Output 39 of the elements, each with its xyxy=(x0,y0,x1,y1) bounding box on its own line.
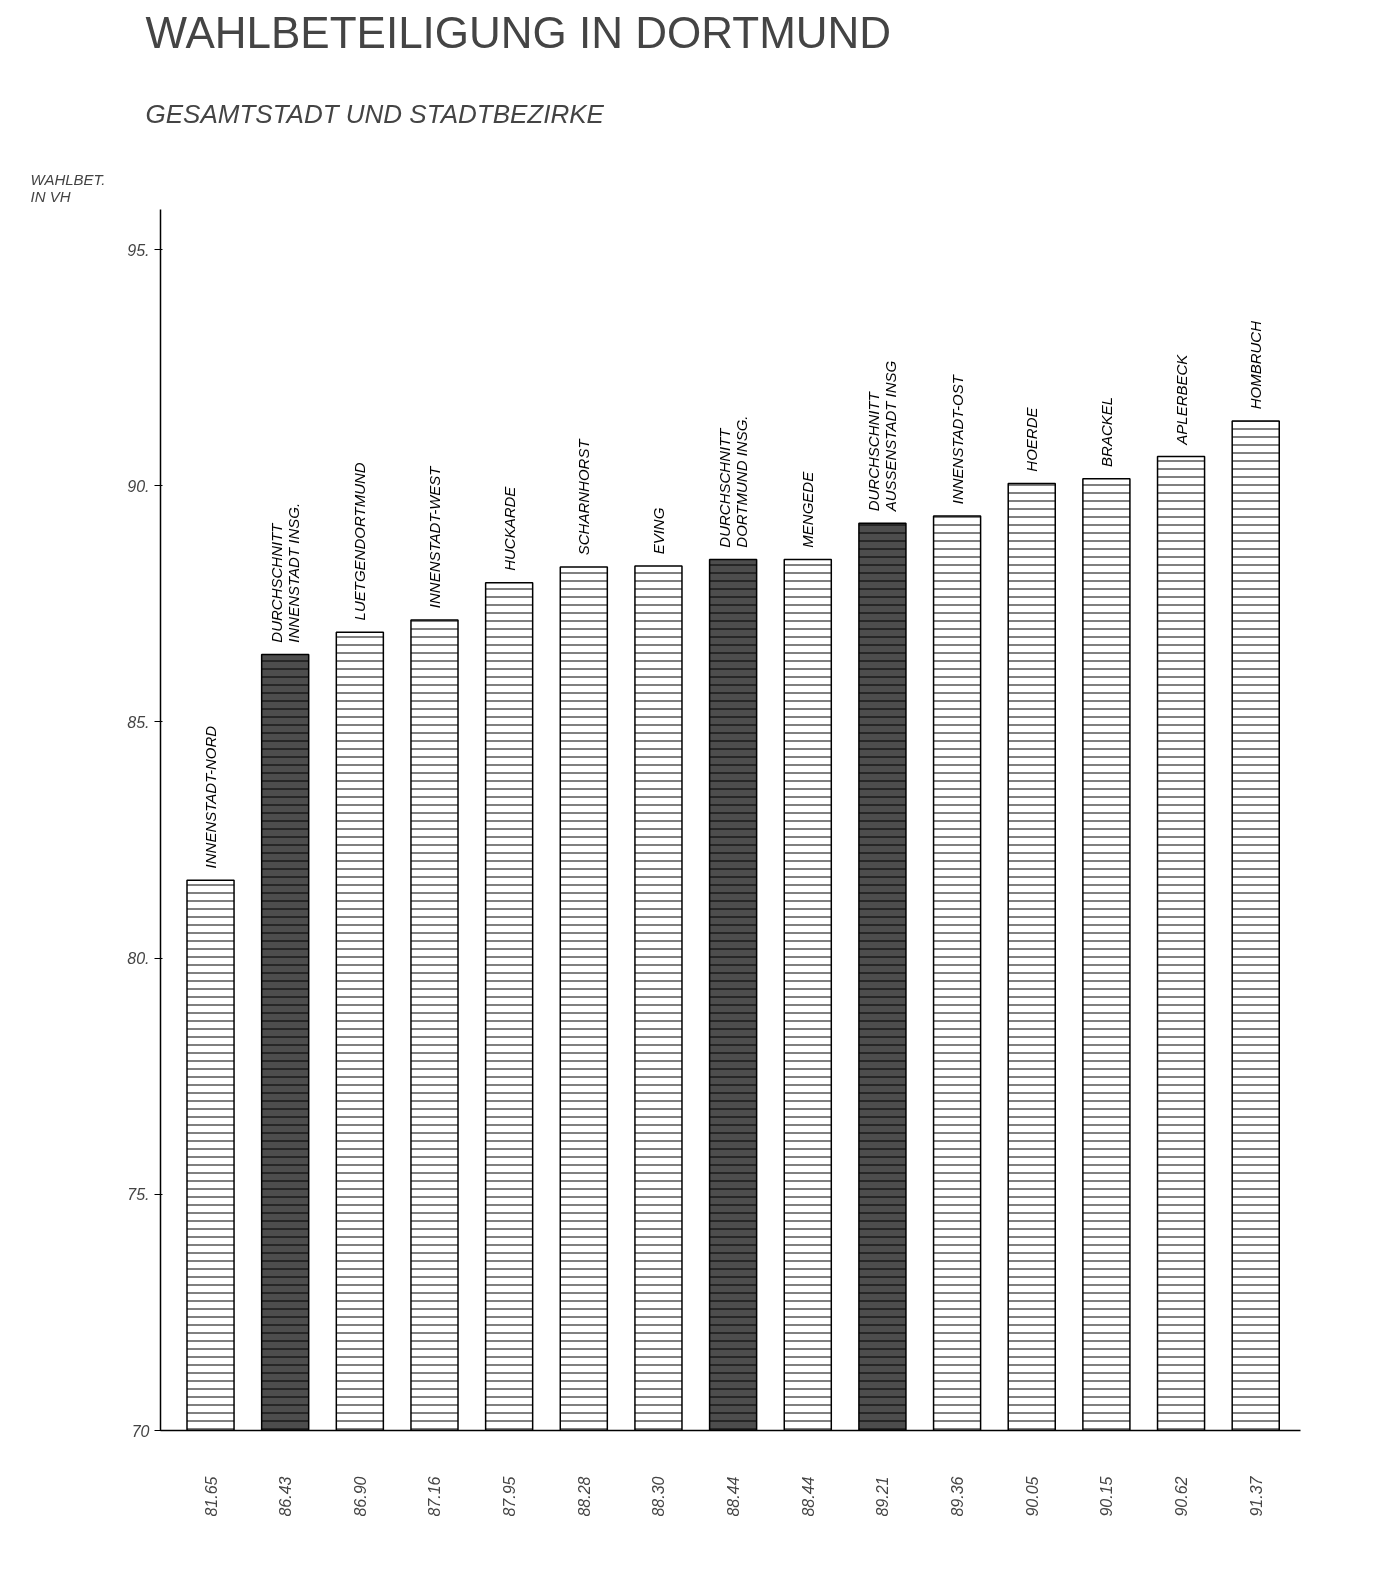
data-label: 86.90 xyxy=(351,1476,369,1517)
y-tick-label: 90. xyxy=(127,477,150,495)
data-label: 88.30 xyxy=(650,1476,668,1517)
data-label: 88.28 xyxy=(575,1476,593,1517)
chart-title: WAHLBETEILIGUNG IN DORTMUND xyxy=(145,7,892,57)
y-tick-label: 70 xyxy=(131,1422,150,1440)
data-label: 88.44 xyxy=(799,1476,817,1517)
data-label: 90.62 xyxy=(1173,1476,1191,1517)
x-tick-label: EVING xyxy=(649,507,667,555)
x-tick-label: DURCHSCHNITT DORTMUND INSG. xyxy=(716,415,751,548)
x-tick-label: HOMBRUCH xyxy=(1247,320,1265,410)
data-label: 87.16 xyxy=(426,1476,444,1517)
y-tick-label: 85. xyxy=(127,713,150,731)
x-tick-label: DURCHSCHNITT AUSSENSTADT INSG xyxy=(865,360,900,513)
data-label: 89.21 xyxy=(874,1476,892,1517)
x-tick-label: APLERBECK xyxy=(1172,353,1190,446)
data-label: 90.15 xyxy=(1098,1476,1116,1517)
x-tick-label: LUETGENDORTMUND xyxy=(351,462,369,621)
x-tick-label: INNENSTADT-NORD xyxy=(202,725,220,869)
y-tick-label: 80. xyxy=(127,950,150,968)
data-label: 87.95 xyxy=(501,1476,519,1517)
x-tick-label: HOERDE xyxy=(1023,406,1041,472)
y-tick-label: 75. xyxy=(127,1186,150,1204)
x-tick-label: INNENSTADT-OST xyxy=(948,373,966,505)
x-tick-label: INNENSTADT-WEST xyxy=(425,464,443,609)
data-label: 90.05 xyxy=(1023,1476,1041,1517)
data-label: 88.44 xyxy=(725,1476,743,1517)
y-tick-label: 95. xyxy=(127,241,150,259)
data-label: 89.36 xyxy=(949,1476,967,1517)
x-tick-label: DURCHSCHNITT INNENSTADT INSG. xyxy=(268,502,303,643)
data-label: 86.43 xyxy=(277,1476,295,1517)
x-tick-label: BRACKEL xyxy=(1097,396,1115,467)
y-axis-title: WAHLBET. IN VH xyxy=(30,170,106,205)
data-label: 81.65 xyxy=(202,1476,220,1517)
x-tick-label: MENGEDE xyxy=(799,470,817,548)
data-label: 91.37 xyxy=(1247,1475,1265,1517)
x-tick-label: HUCKARDE xyxy=(500,485,518,571)
chart-subtitle: GESAMTSTADT UND STADTBEZIRKE xyxy=(145,98,605,129)
x-tick-label: SCHARNHORST xyxy=(575,437,593,556)
